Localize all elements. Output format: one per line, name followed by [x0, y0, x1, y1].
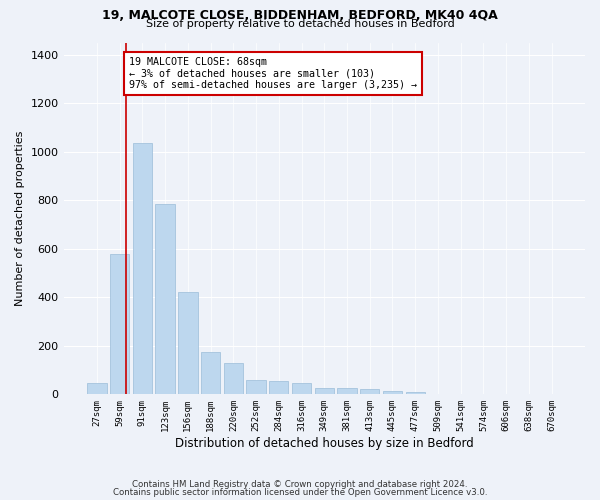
Text: Contains public sector information licensed under the Open Government Licence v3: Contains public sector information licen…	[113, 488, 487, 497]
Bar	[406, 392, 425, 394]
Bar	[224, 364, 243, 394]
Bar	[360, 390, 379, 394]
Text: 19 MALCOTE CLOSE: 68sqm
← 3% of detached houses are smaller (103)
97% of semi-de: 19 MALCOTE CLOSE: 68sqm ← 3% of detached…	[130, 57, 418, 90]
Bar	[178, 292, 197, 394]
Text: Size of property relative to detached houses in Bedford: Size of property relative to detached ho…	[146, 19, 454, 29]
X-axis label: Distribution of detached houses by size in Bedford: Distribution of detached houses by size …	[175, 437, 473, 450]
Text: 19, MALCOTE CLOSE, BIDDENHAM, BEDFORD, MK40 4QA: 19, MALCOTE CLOSE, BIDDENHAM, BEDFORD, M…	[102, 9, 498, 22]
Bar	[87, 384, 107, 394]
Bar	[292, 384, 311, 394]
Text: Contains HM Land Registry data © Crown copyright and database right 2024.: Contains HM Land Registry data © Crown c…	[132, 480, 468, 489]
Bar	[110, 254, 130, 394]
Y-axis label: Number of detached properties: Number of detached properties	[15, 130, 25, 306]
Bar	[337, 388, 356, 394]
Bar	[383, 390, 402, 394]
Bar	[155, 204, 175, 394]
Bar	[133, 143, 152, 395]
Bar	[201, 352, 220, 395]
Bar	[269, 381, 289, 394]
Bar	[247, 380, 266, 394]
Bar	[314, 388, 334, 394]
